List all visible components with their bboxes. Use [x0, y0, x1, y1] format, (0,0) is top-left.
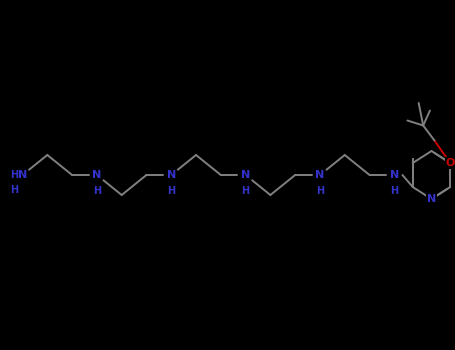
Text: H: H [390, 186, 399, 196]
Text: H: H [167, 186, 175, 196]
Text: N: N [427, 194, 436, 204]
Text: H: H [10, 170, 19, 180]
Text: N: N [18, 170, 27, 180]
Text: N: N [315, 170, 324, 180]
Text: H: H [10, 185, 19, 195]
Text: N: N [92, 170, 101, 180]
Text: H: H [316, 186, 324, 196]
Text: H: H [242, 186, 250, 196]
Text: N: N [241, 170, 250, 180]
Text: N: N [167, 170, 176, 180]
Text: O: O [445, 158, 455, 168]
Text: H: H [93, 186, 101, 196]
Text: N: N [389, 170, 399, 180]
